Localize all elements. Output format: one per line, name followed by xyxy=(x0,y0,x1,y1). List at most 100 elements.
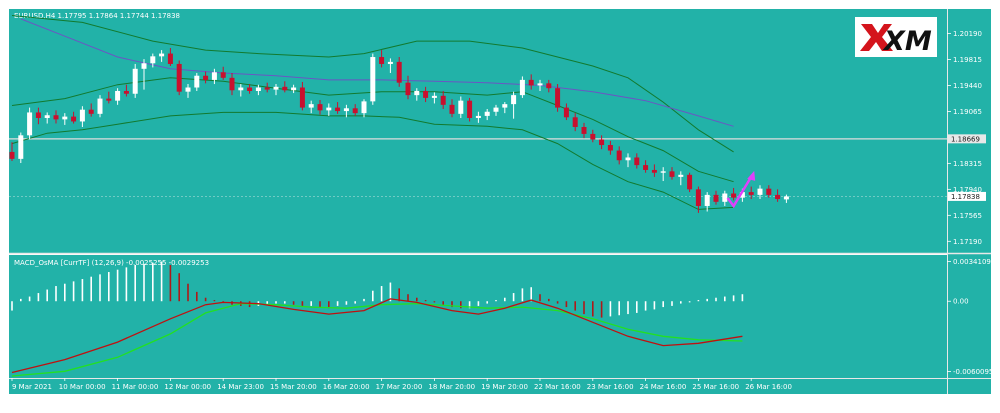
candle-body[interactable] xyxy=(71,116,77,122)
time-tick-label: 26 Mar 16:00 xyxy=(745,383,792,391)
candle-body[interactable] xyxy=(519,79,525,96)
candle-body[interactable] xyxy=(150,56,156,64)
candle-body[interactable] xyxy=(379,57,385,64)
candle-body[interactable] xyxy=(581,126,587,134)
candle-body[interactable] xyxy=(493,107,499,112)
xm-logo: XM xyxy=(855,17,937,57)
candle-body[interactable] xyxy=(141,63,147,69)
candle-body[interactable] xyxy=(291,87,297,91)
candle-body[interactable] xyxy=(62,116,68,120)
candle-body[interactable] xyxy=(273,86,279,90)
candle-body[interactable] xyxy=(229,77,235,91)
candle-body[interactable] xyxy=(53,115,59,120)
candle-body[interactable] xyxy=(159,53,165,57)
candle-body[interactable] xyxy=(132,68,138,94)
candle-body[interactable] xyxy=(660,171,666,173)
candle-body[interactable] xyxy=(625,157,631,161)
candle-body[interactable] xyxy=(264,87,270,90)
candle-body[interactable] xyxy=(423,90,429,98)
candle-body[interactable] xyxy=(35,112,41,118)
candle-body[interactable] xyxy=(440,95,446,105)
candle-body[interactable] xyxy=(590,133,596,140)
price-tick-label: 1.19065 xyxy=(953,108,982,116)
candle-body[interactable] xyxy=(176,63,182,92)
candle-body[interactable] xyxy=(44,115,50,118)
time-tick-label: 14 Mar 23:00 xyxy=(217,383,264,391)
candle-body[interactable] xyxy=(775,194,781,200)
candle-body[interactable] xyxy=(220,72,226,78)
candle-body[interactable] xyxy=(9,151,15,159)
price-series-layer xyxy=(9,15,947,213)
candle-body[interactable] xyxy=(669,171,675,177)
candle-body[interactable] xyxy=(18,135,24,159)
candle-body[interactable] xyxy=(687,174,693,190)
candle-body[interactable] xyxy=(695,189,701,206)
candle-body[interactable] xyxy=(370,57,376,102)
candle-body[interactable] xyxy=(405,82,411,96)
candle-body[interactable] xyxy=(555,88,561,108)
candle-body[interactable] xyxy=(203,75,209,80)
candle-body[interactable] xyxy=(546,83,552,89)
candle-body[interactable] xyxy=(299,87,305,108)
candle-body[interactable] xyxy=(238,87,244,91)
candle-body[interactable] xyxy=(458,100,464,114)
candle-body[interactable] xyxy=(502,104,508,108)
candle-body[interactable] xyxy=(563,107,569,118)
candle-body[interactable] xyxy=(352,108,358,114)
candle-body[interactable] xyxy=(167,53,173,64)
candle-body[interactable] xyxy=(616,150,622,161)
candle-body[interactable] xyxy=(739,192,745,198)
candle-body[interactable] xyxy=(247,87,253,91)
candle-body[interactable] xyxy=(88,109,94,114)
candle-body[interactable] xyxy=(467,100,473,118)
candle-body[interactable] xyxy=(607,145,613,151)
candle-body[interactable] xyxy=(106,98,112,101)
candle-body[interactable] xyxy=(27,112,33,136)
candle-body[interactable] xyxy=(326,107,332,111)
candle-body[interactable] xyxy=(704,194,710,206)
candle-body[interactable] xyxy=(722,193,728,202)
time-tick-label: 10 Mar 00:00 xyxy=(59,383,106,391)
candle-body[interactable] xyxy=(317,104,323,111)
candle-body[interactable] xyxy=(783,196,789,200)
candle-body[interactable] xyxy=(185,87,191,92)
candle-body[interactable] xyxy=(634,157,640,166)
time-tick-label: 12 Mar 00:00 xyxy=(164,383,211,391)
candle-body[interactable] xyxy=(484,111,490,116)
candle-body[interactable] xyxy=(282,86,288,91)
candle-body[interactable] xyxy=(414,90,420,96)
candle-body[interactable] xyxy=(748,192,754,195)
candle-body[interactable] xyxy=(511,95,517,105)
candle-body[interactable] xyxy=(528,79,534,86)
candle-body[interactable] xyxy=(123,90,129,94)
macd-tick-label: -0.0060095 xyxy=(953,368,993,376)
candle-body[interactable] xyxy=(79,109,85,122)
candle-body[interactable] xyxy=(431,95,437,98)
candle-body[interactable] xyxy=(97,98,103,114)
candle-body[interactable] xyxy=(475,115,481,118)
candle-body[interactable] xyxy=(335,107,341,112)
candle-body[interactable] xyxy=(449,104,455,114)
candle-body[interactable] xyxy=(115,90,121,101)
candle-body[interactable] xyxy=(211,72,217,80)
candle-body[interactable] xyxy=(255,87,261,91)
candle-body[interactable] xyxy=(678,174,684,177)
candle-body[interactable] xyxy=(766,188,772,195)
candle-body[interactable] xyxy=(361,101,367,114)
candle-body[interactable] xyxy=(537,83,543,86)
candle-body[interactable] xyxy=(308,104,314,108)
candle-body[interactable] xyxy=(194,75,200,88)
price-pane[interactable] xyxy=(9,9,947,253)
time-scale[interactable] xyxy=(9,378,991,394)
candle-body[interactable] xyxy=(757,188,763,195)
macd-pane[interactable] xyxy=(9,255,947,378)
candle-body[interactable] xyxy=(396,61,402,83)
candle-body[interactable] xyxy=(599,139,605,146)
candle-body[interactable] xyxy=(651,169,657,173)
candle-body[interactable] xyxy=(387,61,393,64)
candle-body[interactable] xyxy=(572,117,578,127)
candle-body[interactable] xyxy=(343,108,349,112)
candle-body[interactable] xyxy=(643,165,649,170)
candle-body[interactable] xyxy=(731,193,737,198)
candle-body[interactable] xyxy=(713,194,719,202)
